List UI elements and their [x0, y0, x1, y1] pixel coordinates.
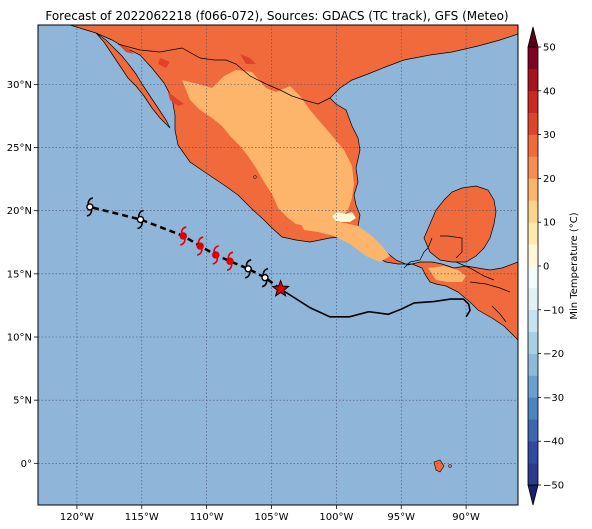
colorbar-segment: [528, 222, 538, 245]
x-tick-label: 95°W: [387, 512, 415, 523]
colorbar-segment: [528, 112, 538, 135]
colorbar-segment: [528, 244, 538, 267]
colorbar-segment: [528, 375, 538, 398]
colorbar-tick-label: 20: [543, 174, 556, 185]
colorbar-segment: [528, 178, 538, 201]
colorbar-tick-label: 50: [543, 43, 556, 54]
land-snow-patch: [332, 212, 356, 222]
colorbar-tick-label: −50: [543, 481, 564, 492]
hurricane-icon: [226, 251, 234, 271]
colorbar-segment: [528, 441, 538, 464]
x-tick-label: 115°W: [125, 512, 159, 523]
colorbar-segment: [528, 419, 538, 442]
map-grid: [38, 25, 518, 505]
colorbar-segment: [528, 463, 538, 486]
colorbar-segment: [528, 47, 538, 70]
colorbar-extend-low: [527, 484, 539, 506]
hurricane-icon: [212, 245, 220, 265]
tc-past-track: [280, 288, 471, 318]
figure-title: Forecast of 2022062218 (f066-072), Sourc…: [45, 9, 508, 23]
tropical-storm-icon: [86, 197, 94, 217]
x-tick-label: 105°W: [255, 512, 289, 523]
x-tick-label: 110°W: [190, 512, 224, 523]
y-tick-label: 5°N: [13, 396, 32, 407]
island-small: [253, 175, 257, 179]
hurricane-icon: [179, 226, 187, 246]
colorbar-segment: [528, 90, 538, 113]
colorbar-segment: [528, 156, 538, 179]
colorbar-segment: [528, 287, 538, 311]
y-tick-label: 20°N: [7, 206, 32, 217]
land-yucatan: [423, 185, 497, 263]
colorbar-tick-label: −40: [543, 437, 564, 448]
y-axis-ticks: 30°N 25°N 20°N 15°N 10°N 5°N 0°: [7, 80, 38, 470]
tc-current-position-star: [271, 279, 290, 297]
tropical-storm-icon: [261, 267, 269, 288]
map-frame: [37, 24, 519, 506]
x-tick-label: 90°W: [452, 512, 480, 523]
colorbar-tick-label: 40: [543, 86, 556, 97]
y-tick-label: 15°N: [7, 269, 32, 280]
island-galapagos: [433, 459, 445, 473]
tc-track-layer: [86, 197, 471, 318]
y-tick-label: 0°: [21, 459, 32, 470]
colorbar: 50 40 30 20 10 0 −10 −20 −30 −40 −50: [527, 26, 564, 506]
colorbar-label: Min Temperature (°C): [569, 212, 580, 319]
land-baja-california: [95, 32, 171, 129]
colorbar-segment: [528, 200, 538, 223]
colorbar-segment: [528, 331, 538, 354]
colorbar-tick-label: 0: [543, 262, 549, 273]
colorbar-tick-label: 30: [543, 130, 556, 141]
tropical-storm-icon: [136, 209, 145, 230]
colorbar-segment: [528, 134, 538, 157]
land-plateau-cool: [182, 70, 354, 228]
map-panel: 120°W 115°W 110°W 105°W 100°W 95°W 90°W 30°N 25…: [7, 24, 519, 523]
y-tick-label: 30°N: [7, 80, 32, 91]
colorbar-segment: [528, 266, 538, 289]
y-tick-label: 25°N: [7, 143, 32, 154]
colorbar-segment: [528, 353, 538, 376]
land-southern-cool: [300, 222, 390, 262]
x-axis-ticks: 120°W 115°W 110°W 105°W 100°W 95°W 90°W: [60, 505, 480, 523]
y-tick-label: 10°N: [7, 333, 32, 344]
land-guatemala-cool: [428, 266, 466, 282]
colorbar-segment: [528, 309, 538, 332]
island-small: [448, 464, 452, 468]
colorbar-tick-label: −10: [543, 305, 564, 316]
country-borders: [117, 43, 511, 323]
colorbar-tick-label: 10: [543, 218, 556, 229]
x-tick-label: 120°W: [60, 512, 94, 523]
colorbar-tick-label: −20: [543, 349, 564, 360]
x-tick-label: 100°W: [319, 512, 353, 523]
colorbar-segment: [528, 68, 538, 92]
colorbar-extend-high: [527, 26, 539, 48]
tropical-storm-icon: [244, 259, 252, 279]
hurricane-icon: [196, 236, 204, 256]
colorbar-segment: [528, 397, 538, 420]
colorbar-tick-label: −30: [543, 393, 564, 404]
land-layer: [69, 25, 518, 473]
